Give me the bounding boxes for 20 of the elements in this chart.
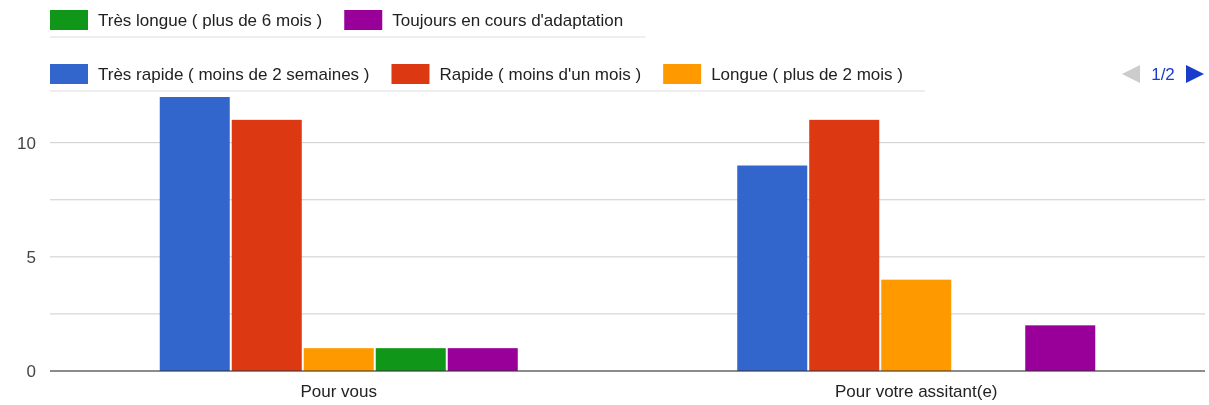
legend-label: Très longue ( plus de 6 mois ) (98, 11, 323, 30)
legend-label: Rapide ( moins d'un mois ) (439, 65, 642, 84)
bar (375, 348, 446, 371)
bar (231, 119, 302, 371)
legend-label: Toujours en cours d'adaptation (392, 11, 624, 30)
legend-label: Très rapide ( moins de 2 semaines ) (98, 65, 370, 84)
text: 1/2 (1151, 65, 1175, 84)
legend-label: Longue ( plus de 2 mois ) (711, 65, 903, 84)
bar (303, 348, 374, 371)
bar (447, 348, 518, 371)
bar (809, 119, 880, 371)
bar (881, 279, 952, 371)
bar (737, 165, 808, 371)
y-tick-label: 0 (26, 361, 36, 381)
y-tick-label: 10 (17, 133, 36, 153)
bar (1025, 325, 1096, 371)
y-tick-label: 5 (26, 247, 36, 267)
x-tick-label: Pour votre assitant(e) (834, 382, 998, 402)
bar (159, 97, 230, 371)
x-tick-label: Pour vous (300, 382, 378, 402)
